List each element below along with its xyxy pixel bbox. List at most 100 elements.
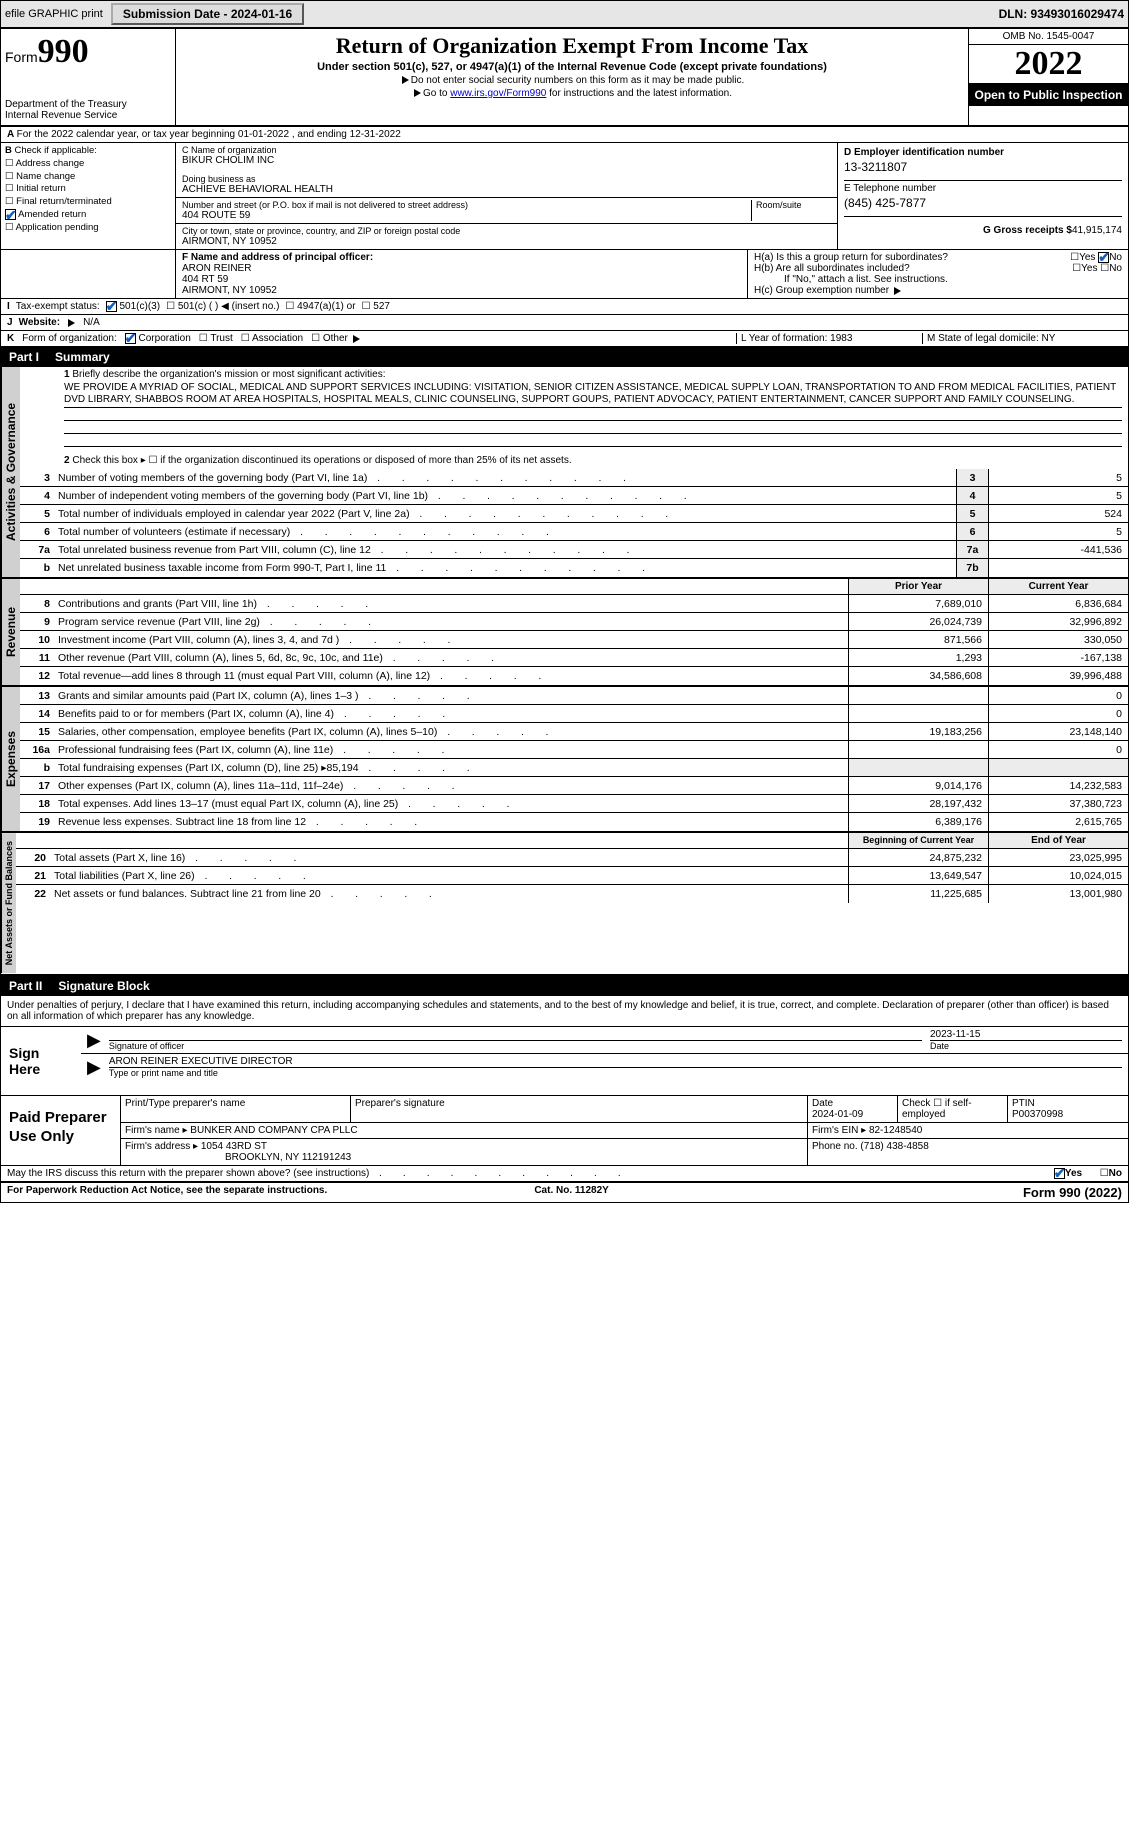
boy-hdr: Beginning of Current Year	[848, 833, 988, 848]
vlabel-netassets: Net Assets or Fund Balances	[1, 833, 16, 973]
vlabel-governance: Activities & Governance	[1, 367, 20, 577]
chk-final-return[interactable]: ☐ Final return/terminated	[5, 196, 171, 209]
prior-val: 11,225,685	[848, 885, 988, 903]
dots-icon	[334, 708, 447, 720]
opt-527[interactable]: ☐ 527	[362, 301, 390, 312]
prior-year-hdr: Prior Year	[848, 579, 988, 594]
prior-val: 26,024,739	[848, 613, 988, 630]
irs-link[interactable]: www.irs.gov/Form990	[450, 88, 546, 99]
line-num: b	[20, 761, 54, 775]
prep-h-name: Print/Type preparer's name	[121, 1096, 351, 1122]
form-footer: For Paperwork Reduction Act Notice, see …	[1, 1182, 1128, 1202]
firm-name-val: BUNKER AND COMPANY CPA PLLC	[190, 1125, 357, 1136]
phone-block: E Telephone number (845) 425-7877	[844, 181, 1122, 217]
ha-no[interactable]: No	[1098, 252, 1122, 263]
line-num: 5	[20, 507, 54, 521]
current-val: 39,996,488	[988, 667, 1128, 685]
footer-left: For Paperwork Reduction Act Notice, see …	[7, 1185, 327, 1200]
chk-name-change[interactable]: ☐ Name change	[5, 171, 171, 184]
gov-line: 5Total number of individuals employed in…	[20, 505, 1128, 523]
line-num: 19	[20, 815, 54, 829]
opt-501c3[interactable]: 501(c)(3)	[106, 301, 160, 312]
chk-amended-return[interactable]: Amended return	[5, 209, 171, 222]
chk-address-change[interactable]: ☐ Address change	[5, 158, 171, 171]
gross-label: G Gross receipts $	[983, 225, 1072, 236]
discuss-q: May the IRS discuss this return with the…	[7, 1168, 1048, 1179]
opt-corp[interactable]: Corporation	[125, 333, 191, 344]
ha-yes[interactable]: ☐Yes	[1070, 252, 1095, 263]
dots-icon	[398, 798, 511, 810]
current-val: 32,996,892	[988, 613, 1128, 630]
prep-h-selfemp: Check ☐ if self-employed	[898, 1096, 1008, 1122]
line-desc: Other expenses (Part IX, column (A), lin…	[54, 779, 848, 793]
firm-addr2: BROOKLYN, NY 112191243	[125, 1152, 351, 1163]
row-j: J Website: N/A	[1, 315, 1128, 331]
table-row: 18Total expenses. Add lines 13–17 (must …	[20, 795, 1128, 813]
header-left: Form990 Department of the Treasury Inter…	[1, 29, 176, 125]
opt-trust[interactable]: ☐ Trust	[199, 333, 233, 344]
dots-icon	[386, 562, 647, 574]
chk-initial-return[interactable]: ☐ Initial return	[5, 183, 171, 196]
submission-date-button[interactable]: Submission Date - 2024-01-16	[111, 3, 304, 25]
line-val: -441,536	[988, 541, 1128, 558]
prior-val: 9,014,176	[848, 777, 988, 794]
table-row: 16aProfessional fundraising fees (Part I…	[20, 741, 1128, 759]
prep-h-date: Date	[812, 1098, 833, 1109]
discuss-yes[interactable]: Yes	[1054, 1168, 1082, 1179]
current-val: -167,138	[988, 649, 1128, 666]
dots-icon	[257, 598, 370, 610]
line-val	[988, 559, 1128, 577]
tax-exempt-label: Tax-exempt status:	[16, 301, 100, 312]
part1-header: Part I Summary	[1, 347, 1128, 367]
line-box: 5	[956, 505, 988, 522]
officer-addr2: AIRMONT, NY 10952	[182, 285, 741, 296]
hb-yes[interactable]: ☐Yes	[1072, 263, 1097, 274]
line-desc: Number of independent voting members of …	[54, 489, 956, 503]
org-name-block: C Name of organization BIKUR CHOLIM INC …	[176, 143, 837, 198]
line-desc: Revenue less expenses. Subtract line 18 …	[54, 815, 848, 829]
header-right: OMB No. 1545-0047 2022 Open to Public In…	[968, 29, 1128, 125]
ha-row: H(a) Is this a group return for subordin…	[754, 252, 1122, 263]
table-row: 12Total revenue—add lines 8 through 11 (…	[20, 667, 1128, 685]
gross-value: 41,915,174	[1072, 225, 1122, 236]
dots-icon	[437, 726, 550, 738]
arrow-icon: ▶	[87, 1057, 101, 1078]
checkbox-checked-icon	[125, 333, 136, 344]
col-spacer	[1, 250, 176, 298]
year-header-net: Beginning of Current Year End of Year	[16, 833, 1128, 849]
chk-app-pending[interactable]: ☐ Application pending	[5, 222, 171, 235]
table-row: 8Contributions and grants (Part VIII, li…	[20, 595, 1128, 613]
line-num: 15	[20, 725, 54, 739]
prior-val: 28,197,432	[848, 795, 988, 812]
discuss-no[interactable]: ☐No	[1100, 1168, 1122, 1179]
table-row: 13Grants and similar amounts paid (Part …	[20, 687, 1128, 705]
line-desc: Net unrelated business taxable income fr…	[54, 561, 956, 575]
opt-501c[interactable]: ☐ 501(c) ( ) ◀ (insert no.)	[166, 301, 279, 312]
dots-icon	[430, 670, 543, 682]
triangle-icon	[353, 335, 360, 343]
goto-note: Go to www.irs.gov/Form990 for instructio…	[184, 88, 960, 99]
line-desc: Benefits paid to or for members (Part IX…	[54, 707, 848, 721]
opt-other[interactable]: ☐ Other	[311, 333, 362, 344]
line-desc: Total unrelated business revenue from Pa…	[54, 543, 956, 557]
net-body: Beginning of Current Year End of Year 20…	[16, 833, 1128, 973]
line-num: 14	[20, 707, 54, 721]
part2-num: Part II	[9, 979, 42, 993]
opt-assoc[interactable]: ☐ Association	[241, 333, 303, 344]
line-desc: Investment income (Part VIII, column (A)…	[54, 633, 848, 647]
opt-4947[interactable]: ☐ 4947(a)(1) or	[285, 301, 355, 312]
dots-icon	[428, 490, 689, 502]
row-a: A For the 2022 calendar year, or tax yea…	[1, 127, 1128, 143]
firm-ein-val: 82-1248540	[869, 1125, 922, 1136]
dba-name: ACHIEVE BEHAVIORAL HEALTH	[182, 184, 831, 195]
prep-h-sig: Preparer's signature	[351, 1096, 808, 1122]
sig-row-1: ▶ Signature of officer 2023-11-15 Date	[81, 1027, 1128, 1054]
sign-here-label: Sign Here	[1, 1027, 81, 1095]
rev-body: Prior Year Current Year 8Contributions a…	[20, 579, 1128, 685]
form-num: 990	[38, 33, 89, 70]
dots-icon	[290, 526, 551, 538]
line-num: 10	[20, 633, 54, 647]
line-2: 2 Check this box ▸ ☐ if the organization…	[20, 449, 1128, 470]
prior-val: 6,389,176	[848, 813, 988, 831]
mission-text: WE PROVIDE A MYRIAD OF SOCIAL, MEDICAL A…	[64, 382, 1122, 408]
